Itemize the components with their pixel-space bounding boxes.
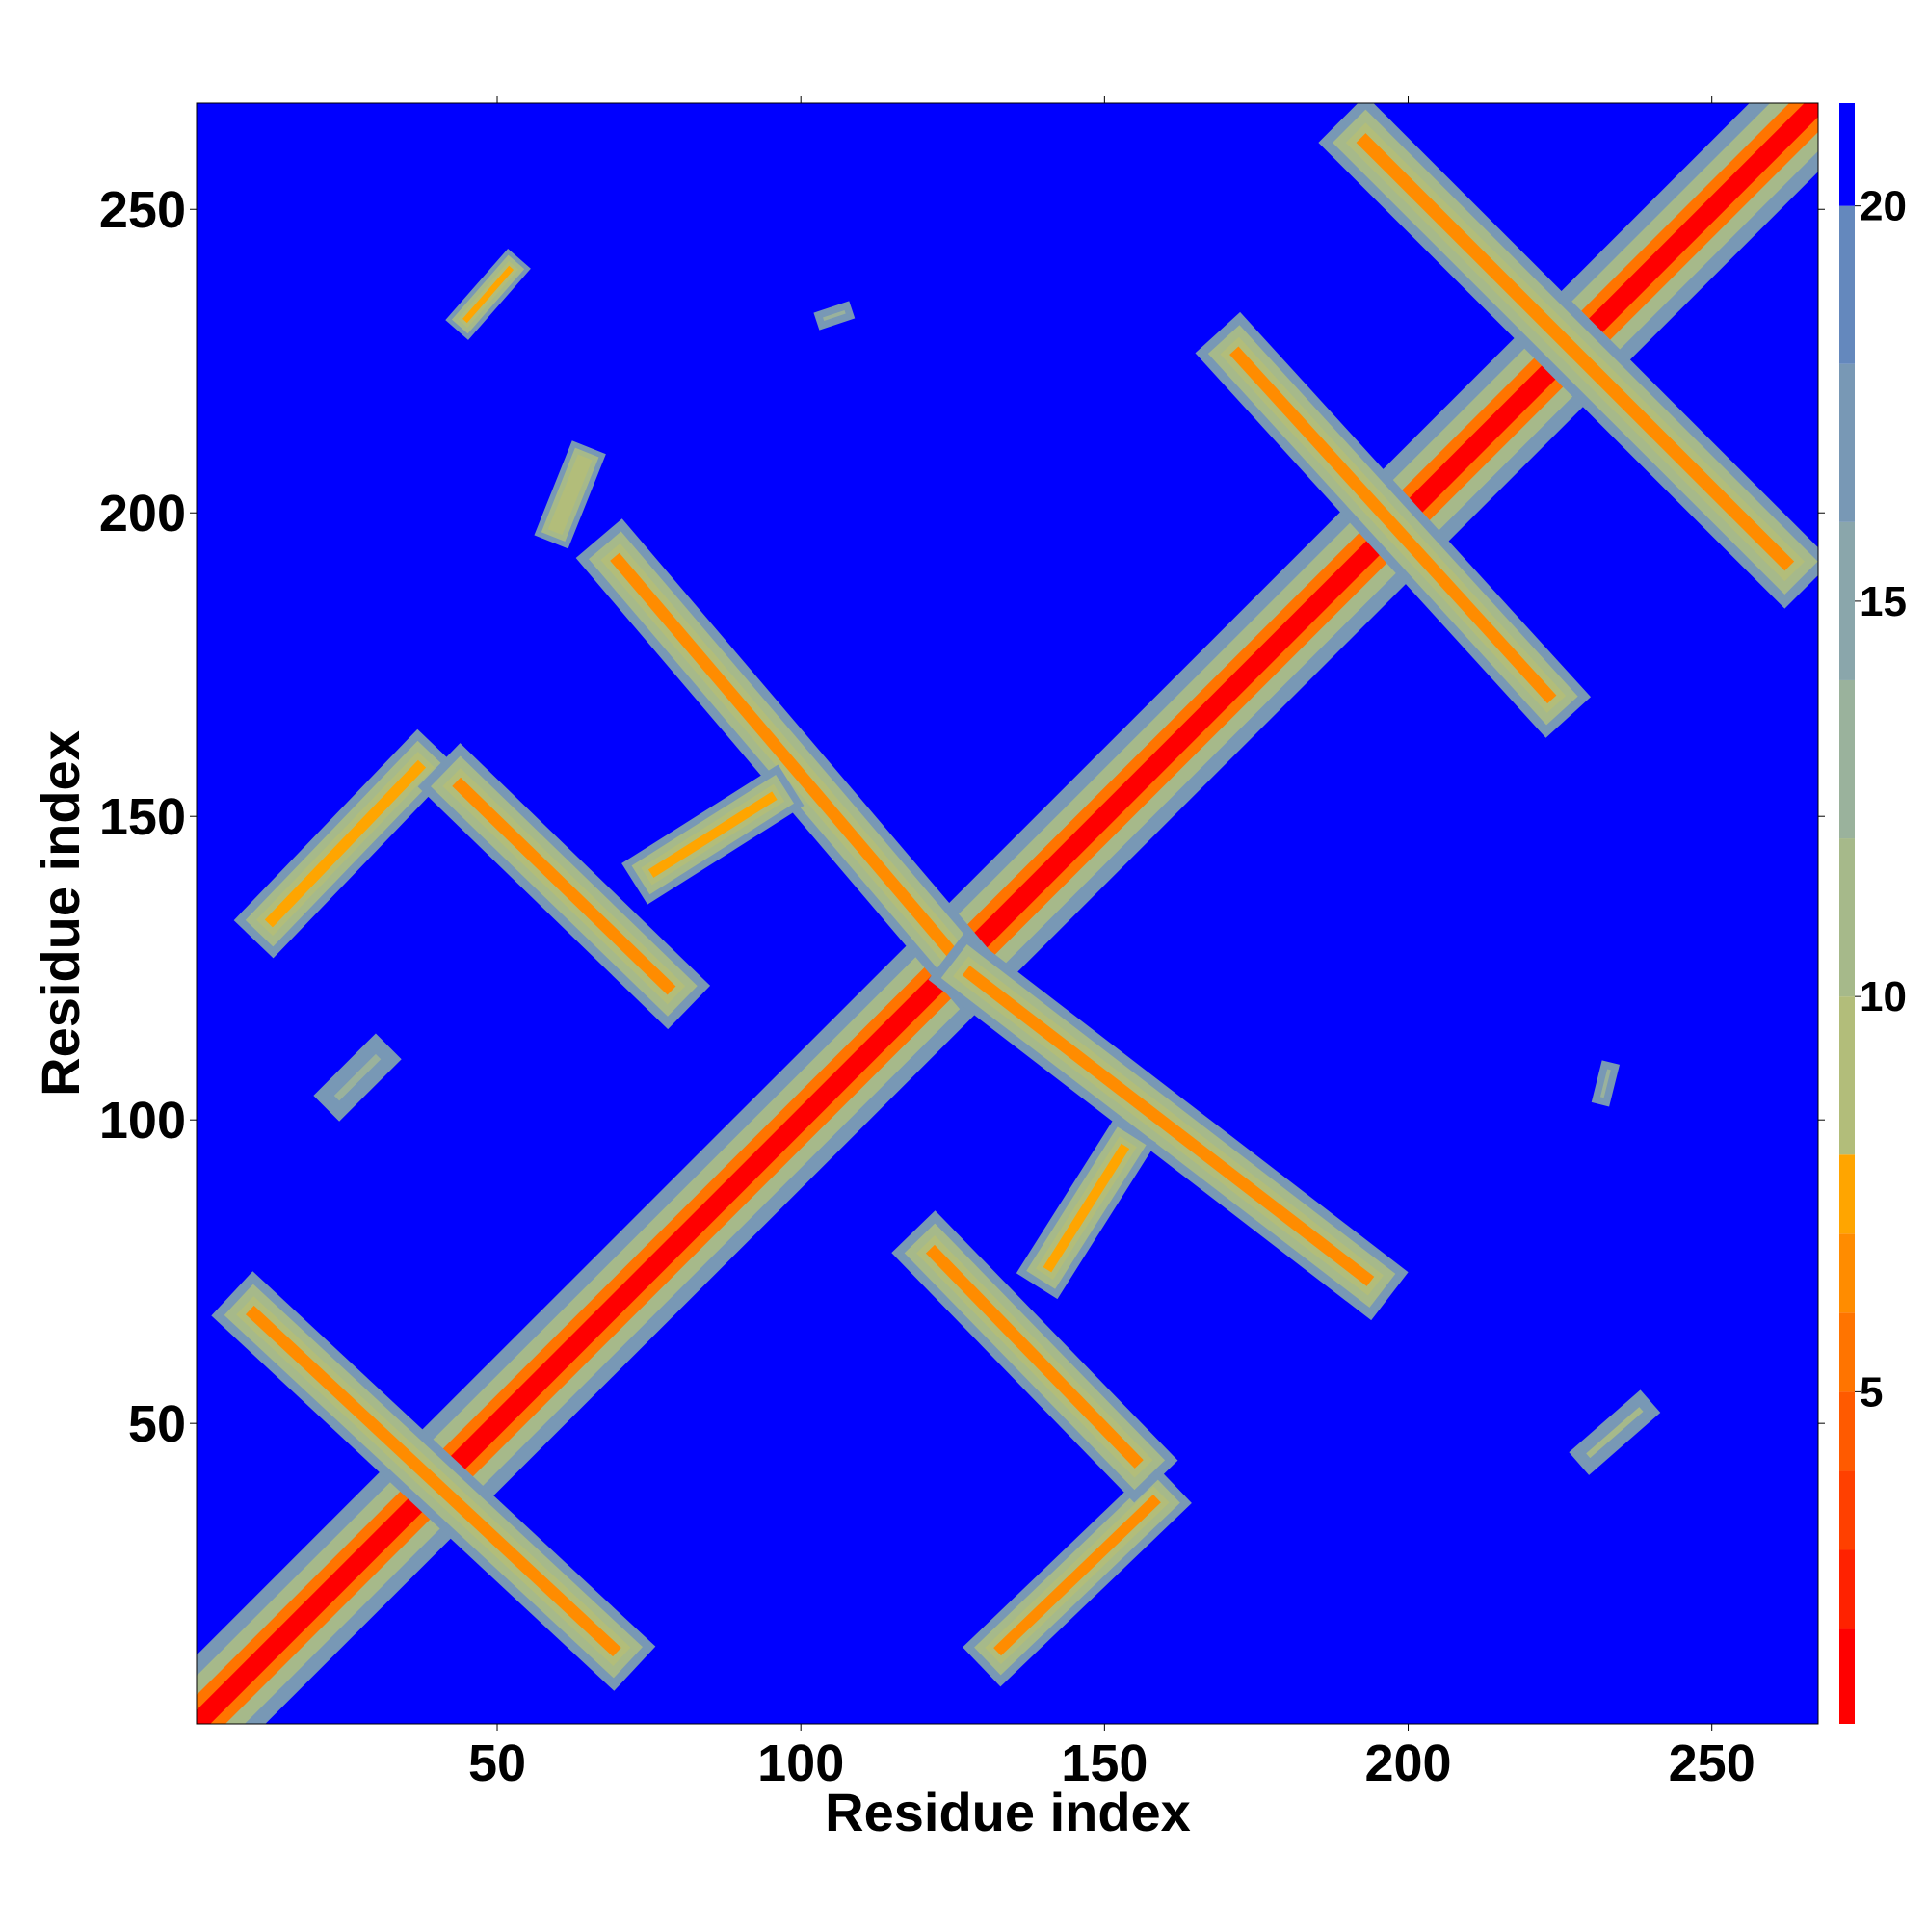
colorbar-tick-label: 20 — [1860, 183, 1907, 230]
colorbar-segment — [1839, 103, 1855, 206]
contact-core — [462, 265, 515, 324]
colorbar-segment — [1839, 1391, 1855, 1471]
contact-core — [823, 309, 846, 322]
contact-core — [647, 791, 778, 878]
contact-core — [962, 966, 1375, 1286]
colorbar-segment — [1839, 838, 1855, 997]
x-axis-label: Residue index — [825, 1782, 1191, 1842]
colorbar-segment — [1839, 1470, 1855, 1550]
colorbar-segment — [1839, 363, 1855, 522]
y-tick-label: 100 — [99, 1092, 186, 1150]
contact-core — [610, 552, 974, 977]
contact-core — [333, 1053, 382, 1101]
colorbar-segment — [1839, 521, 1855, 680]
colorbar-segment — [1839, 1154, 1855, 1234]
x-tick-label: 150 — [1061, 1734, 1148, 1792]
colorbar-segment — [1839, 1549, 1855, 1629]
plot-frame — [196, 102, 1819, 1725]
contact-core — [452, 777, 676, 995]
contact-core — [1586, 1407, 1644, 1459]
colorbar-tick-label: 15 — [1860, 578, 1907, 625]
contact-core — [1356, 133, 1795, 571]
x-tick-label: 100 — [757, 1734, 844, 1792]
contact-core — [993, 1495, 1161, 1656]
contact-core — [1599, 1069, 1611, 1098]
colorbar-segment — [1839, 1233, 1855, 1313]
y-axis-label: Residue index — [30, 730, 91, 1097]
x-tick-label: 200 — [1364, 1734, 1451, 1792]
contact-core — [197, 103, 1818, 1724]
contact-core — [1043, 1143, 1130, 1273]
contact-core — [1229, 346, 1557, 704]
y-tick-label: 150 — [99, 788, 186, 846]
colorbar-segment — [1839, 679, 1855, 839]
contact-core — [925, 1244, 1144, 1469]
x-tick-label: 250 — [1669, 1734, 1755, 1792]
colorbar-segment — [1839, 1628, 1855, 1724]
contact-core — [553, 459, 588, 530]
colorbar-tick-label: 10 — [1860, 973, 1907, 1020]
contact-core — [264, 759, 427, 928]
y-tick-label: 50 — [128, 1395, 186, 1453]
heatmap-layer — [197, 103, 1818, 1724]
colorbar-tick-label: 5 — [1860, 1368, 1883, 1416]
y-tick-label: 200 — [99, 485, 186, 543]
y-tick-label: 250 — [99, 181, 186, 239]
colorbar-segment — [1839, 996, 1855, 1155]
contact-core — [245, 1305, 621, 1657]
colorbar-segment — [1839, 205, 1855, 364]
colorbar-segment — [1839, 1312, 1855, 1392]
x-tick-label: 50 — [468, 1734, 526, 1792]
